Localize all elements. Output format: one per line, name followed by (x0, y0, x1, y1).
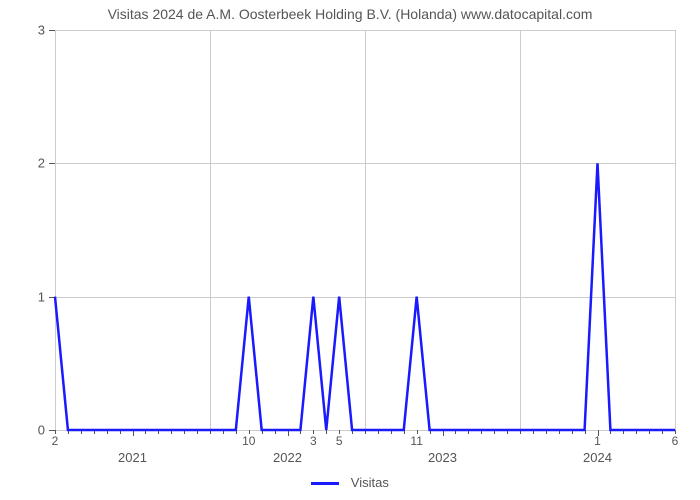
xtick-minor-label: 11 (410, 430, 422, 448)
ytick-label: 2 (38, 156, 55, 171)
gridline-v (675, 30, 676, 430)
xtick-minor-label: 3 (310, 430, 317, 448)
ytick-label: 3 (38, 23, 55, 38)
plot-area: 01232021202220232024210351116 (55, 30, 675, 430)
xtick-minor-label: 2 (52, 430, 59, 448)
legend: Visitas (0, 475, 700, 490)
xtick-year-label: 2023 (428, 430, 457, 465)
series-line (55, 30, 675, 430)
xtick-year-label: 2022 (273, 430, 302, 465)
xtick-mark-minor (326, 430, 327, 434)
xtick-minor-label: 5 (336, 430, 343, 448)
chart-title: Visitas 2024 de A.M. Oosterbeek Holding … (0, 6, 700, 22)
xtick-minor-label: 1 (594, 430, 601, 448)
ytick-label: 1 (38, 289, 55, 304)
legend-label: Visitas (351, 475, 389, 490)
xtick-minor-label: 10 (242, 430, 255, 448)
legend-swatch (311, 482, 339, 485)
xtick-minor-label: 6 (672, 430, 679, 448)
xtick-year-label: 2021 (118, 430, 147, 465)
